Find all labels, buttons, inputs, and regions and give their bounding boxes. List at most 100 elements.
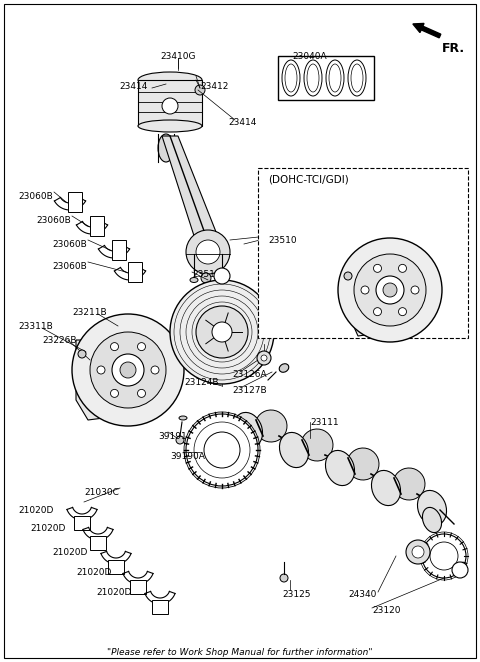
Ellipse shape <box>279 432 309 467</box>
Bar <box>258 168 468 338</box>
Bar <box>90 536 106 550</box>
Circle shape <box>373 308 382 316</box>
Ellipse shape <box>190 277 198 283</box>
Circle shape <box>112 354 144 386</box>
Text: 23120: 23120 <box>372 606 400 615</box>
Circle shape <box>120 362 136 378</box>
Circle shape <box>204 432 240 468</box>
Ellipse shape <box>326 60 344 96</box>
Circle shape <box>137 389 145 397</box>
Text: 21020D: 21020D <box>96 588 132 597</box>
Polygon shape <box>76 340 180 420</box>
Text: 23060B: 23060B <box>36 216 71 225</box>
Text: 23414: 23414 <box>120 82 148 91</box>
Text: 23412: 23412 <box>200 82 228 91</box>
Ellipse shape <box>393 468 425 500</box>
Text: 23060B: 23060B <box>52 262 87 271</box>
Bar <box>138 80 202 126</box>
Text: 23211B: 23211B <box>400 276 434 285</box>
Bar <box>74 516 90 530</box>
Circle shape <box>212 322 232 342</box>
Text: FR.: FR. <box>442 42 465 55</box>
FancyArrow shape <box>413 23 441 38</box>
Bar <box>152 600 168 614</box>
Text: 23060B: 23060B <box>52 240 87 249</box>
Bar <box>202 292 210 297</box>
Circle shape <box>214 268 230 284</box>
Ellipse shape <box>233 412 263 448</box>
Circle shape <box>194 422 250 478</box>
Ellipse shape <box>347 448 379 480</box>
Ellipse shape <box>325 450 355 486</box>
Text: A: A <box>457 565 463 575</box>
Text: 23125: 23125 <box>282 590 311 599</box>
Circle shape <box>110 389 119 397</box>
Circle shape <box>412 546 424 558</box>
Circle shape <box>257 351 271 365</box>
Text: 24340: 24340 <box>348 590 376 599</box>
Bar <box>112 240 126 260</box>
Ellipse shape <box>255 410 287 442</box>
Circle shape <box>110 343 119 351</box>
Circle shape <box>280 574 288 582</box>
Ellipse shape <box>138 72 202 88</box>
Text: 21020D: 21020D <box>52 548 87 557</box>
Ellipse shape <box>329 64 341 92</box>
Polygon shape <box>162 136 220 242</box>
Text: (DOHC-TCI/GDI): (DOHC-TCI/GDI) <box>268 174 349 184</box>
Circle shape <box>344 272 352 280</box>
Bar <box>128 262 142 282</box>
Ellipse shape <box>179 416 187 420</box>
Circle shape <box>430 542 458 570</box>
Text: 21030C: 21030C <box>84 488 119 497</box>
Text: 23410G: 23410G <box>160 52 196 61</box>
Circle shape <box>376 276 404 304</box>
Text: 23126A: 23126A <box>232 370 266 379</box>
Circle shape <box>383 283 397 297</box>
Polygon shape <box>350 262 428 336</box>
Text: 23060B: 23060B <box>18 192 53 201</box>
Circle shape <box>406 540 430 564</box>
Text: 39191: 39191 <box>158 432 187 441</box>
Circle shape <box>411 286 419 294</box>
Ellipse shape <box>307 64 319 92</box>
Ellipse shape <box>351 64 363 92</box>
Text: 23127B: 23127B <box>232 386 266 395</box>
Circle shape <box>201 273 211 283</box>
Circle shape <box>398 308 407 316</box>
Circle shape <box>78 350 86 358</box>
Circle shape <box>361 286 369 294</box>
Bar <box>130 580 146 594</box>
Circle shape <box>195 85 205 95</box>
Ellipse shape <box>418 491 446 526</box>
Ellipse shape <box>304 60 322 96</box>
Text: "Please refer to Work Shop Manual for further information": "Please refer to Work Shop Manual for fu… <box>107 648 373 657</box>
Ellipse shape <box>158 134 174 162</box>
Text: 23311B: 23311B <box>18 322 53 331</box>
Text: 23226B: 23226B <box>364 304 398 313</box>
Text: 23414: 23414 <box>228 118 256 127</box>
Circle shape <box>452 562 468 578</box>
Circle shape <box>338 238 442 342</box>
Circle shape <box>261 355 267 361</box>
Bar <box>90 216 104 236</box>
Ellipse shape <box>285 64 297 92</box>
Ellipse shape <box>279 363 289 372</box>
Circle shape <box>186 414 258 486</box>
Circle shape <box>196 240 220 264</box>
Circle shape <box>373 264 382 272</box>
Ellipse shape <box>218 277 226 283</box>
Text: 21020D: 21020D <box>18 506 53 515</box>
Text: 23211B: 23211B <box>72 308 107 317</box>
Circle shape <box>72 314 184 426</box>
Ellipse shape <box>138 120 202 132</box>
Text: 23124B: 23124B <box>184 378 218 387</box>
Bar <box>108 560 124 574</box>
Circle shape <box>186 230 230 274</box>
Circle shape <box>196 306 248 358</box>
Text: 23040A: 23040A <box>293 52 327 61</box>
Text: 21020D: 21020D <box>76 568 111 577</box>
Text: 23513: 23513 <box>192 270 221 279</box>
Bar <box>278 56 374 100</box>
Circle shape <box>137 343 145 351</box>
